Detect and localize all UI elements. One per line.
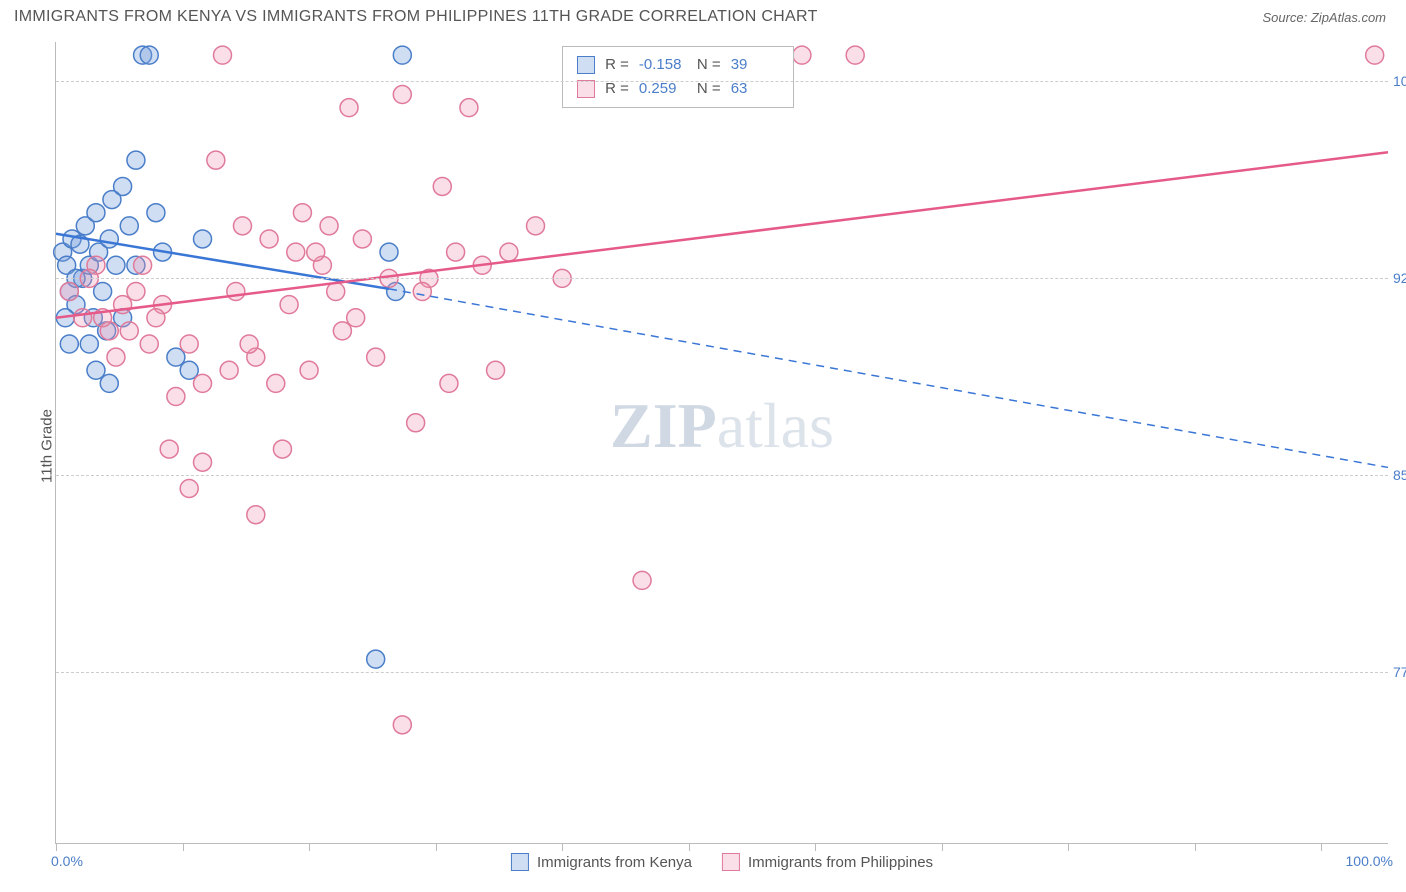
chart-area: ZIPatlas R =-0.158N =39R =0.259N =63 0.0… [55,42,1388,844]
trend-lines-layer [56,42,1388,843]
source-label: Source: ZipAtlas.com [1262,10,1386,25]
x-tick [1068,843,1069,851]
x-tick [436,843,437,851]
x-tick [56,843,57,851]
chart-title: IMMIGRANTS FROM KENYA VS IMMIGRANTS FROM… [14,8,818,26]
trend-line-extrapolated [389,289,1388,468]
stat-n-label: N = [697,53,721,77]
x-tick [689,843,690,851]
y-tick-label: 77.5% [1393,664,1406,680]
trend-line [56,234,389,289]
swatch-icon [577,56,595,74]
stat-row: R = -0.158 N = 39 [577,53,779,77]
plot-area: ZIPatlas R =-0.158N =39R =0.259N =63 0.0… [55,42,1388,844]
gridline [56,475,1388,476]
x-axis-max-label: 100.0% [1346,853,1393,869]
x-tick [562,843,563,851]
y-tick-label: 100.0% [1393,73,1406,89]
y-tick-label: 92.5% [1393,270,1406,286]
x-tick [815,843,816,851]
legend-label: Immigrants from Philippines [748,854,933,871]
x-tick [942,843,943,851]
x-tick [1321,843,1322,851]
y-axis-label: 11th Grade [38,409,55,483]
trend-line [56,152,1388,317]
swatch-icon [722,853,740,871]
x-tick [309,843,310,851]
gridline [56,672,1388,673]
legend-label: Immigrants from Kenya [537,854,692,871]
legend-item: Immigrants from Kenya [511,853,692,871]
stat-r-label: R = [605,53,629,77]
series-legend: Immigrants from Kenya Immigrants from Phi… [511,853,933,871]
x-tick [1195,843,1196,851]
swatch-icon [577,80,595,98]
gridline [56,81,1388,82]
stat-r-value: -0.158 [639,53,687,77]
y-tick-label: 85.0% [1393,467,1406,483]
stat-n-value: 39 [731,53,779,77]
gridline [56,278,1388,279]
x-tick [183,843,184,851]
swatch-icon [511,853,529,871]
x-axis-min-label: 0.0% [51,853,83,869]
legend-item: Immigrants from Philippines [722,853,933,871]
stats-legend-box: R =-0.158N =39R =0.259N =63 [562,46,794,108]
